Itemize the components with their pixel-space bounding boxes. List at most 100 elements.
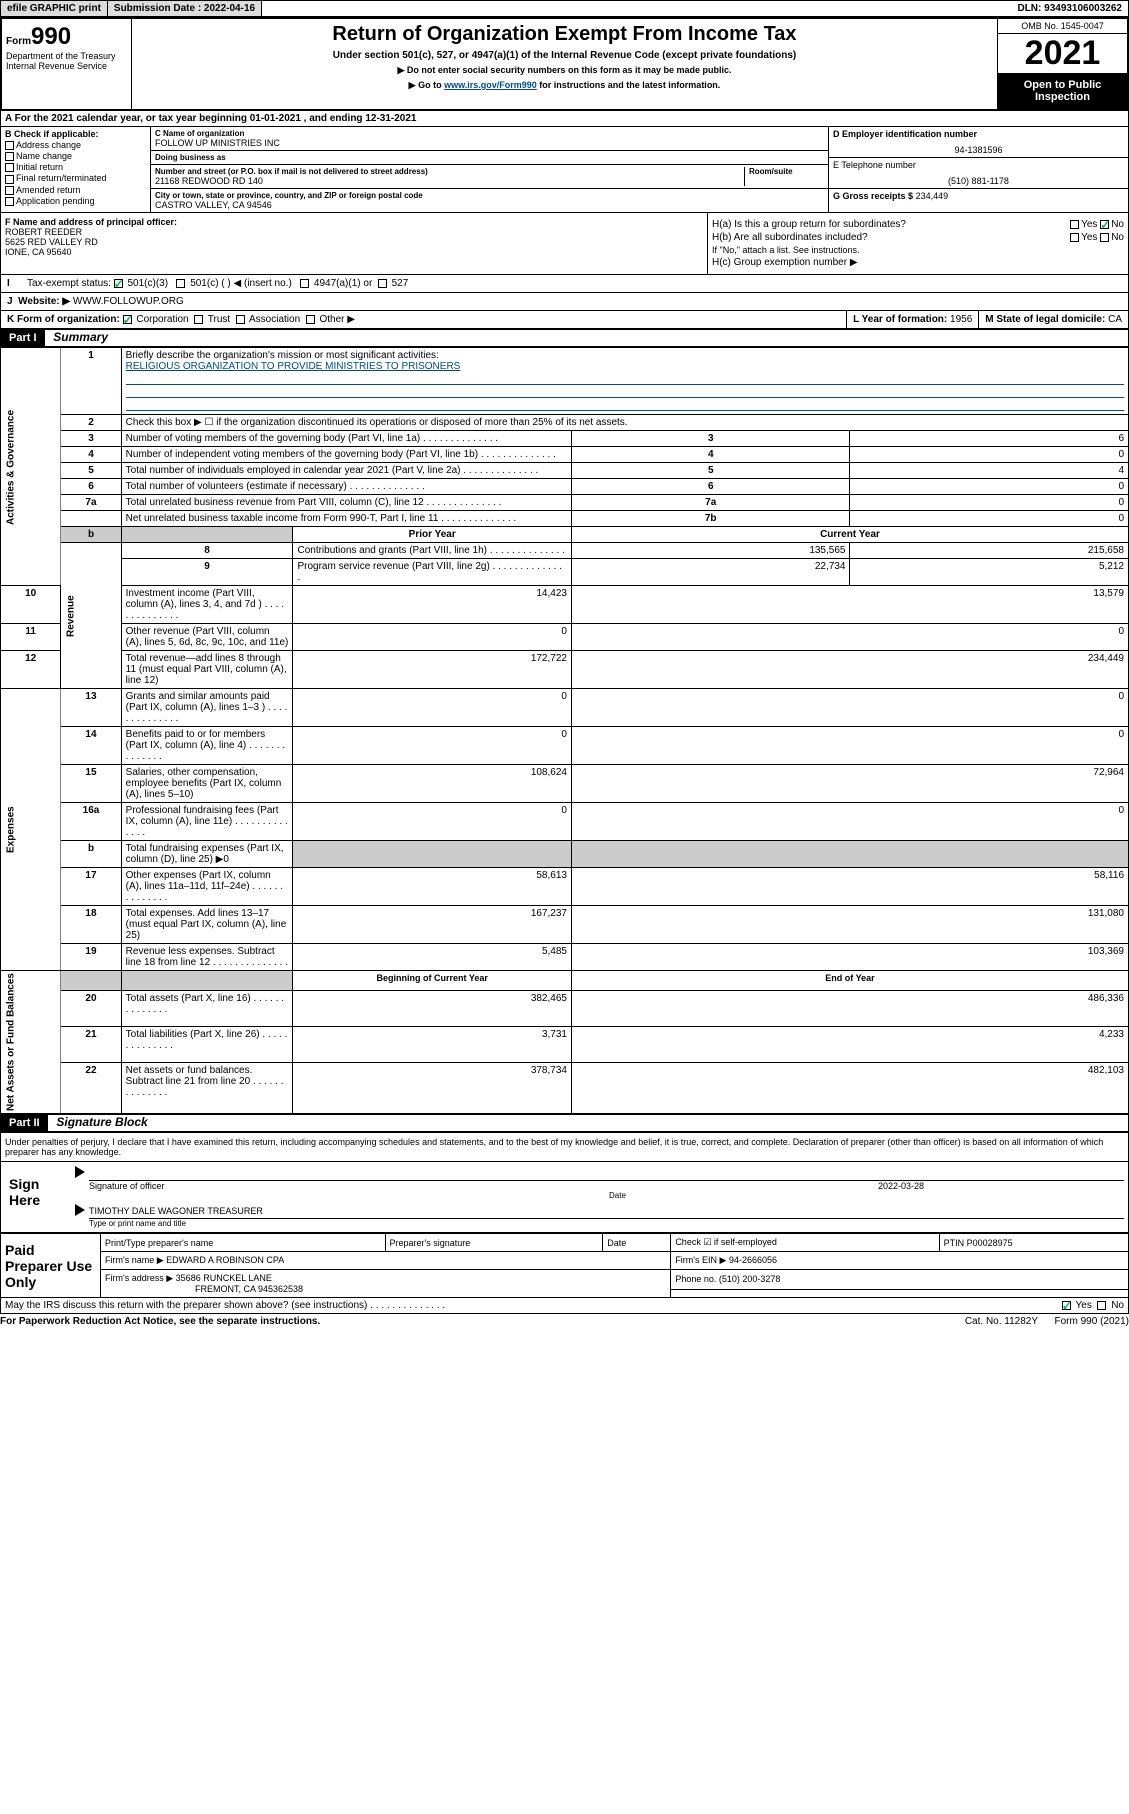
form-note-1: ▶ Do not enter social security numbers o… [136,65,993,76]
h-a: H(a) Is this a group return for subordin… [712,219,1124,230]
chk-501c3[interactable] [114,279,123,288]
c-addr-label: Number and street (or P.O. box if mail i… [155,167,744,176]
footer-line: For Paperwork Reduction Act Notice, see … [0,1314,1129,1329]
form-ref: Form 990 (2021) [1055,1316,1129,1327]
chk-assoc[interactable] [236,315,245,324]
part1-title: Summary [47,328,114,346]
line7b-val: 0 [850,511,1129,527]
top-bar: efile GRAPHIC print Submission Date : 20… [0,0,1129,17]
irs-link[interactable]: www.irs.gov/Form990 [444,80,537,90]
line21-label: Total liabilities (Part X, line 26) [121,1027,293,1063]
date-label: Date [609,1191,1124,1200]
l-label: L Year of formation: [853,314,947,325]
line13-label: Grants and similar amounts paid (Part IX… [121,689,293,727]
form-title: Return of Organization Exempt From Incom… [136,23,993,46]
c-name-label: C Name of organization [155,129,824,138]
section-c: C Name of organizationFOLLOW UP MINISTRI… [151,127,828,212]
chk-501c[interactable] [176,279,185,288]
officer-print-name: TIMOTHY DALE WAGONER TREASURER [89,1204,1124,1219]
line11-label: Other revenue (Part VIII, column (A), li… [121,624,293,651]
e-label: E Telephone number [833,160,1124,170]
chk-527[interactable] [378,279,387,288]
chk-amended[interactable]: Amended return [5,185,146,195]
chk-discuss-no[interactable] [1097,1301,1106,1310]
d-label: D Employer identification number [833,129,1124,139]
m-label: M State of legal domicile: [985,314,1105,325]
part1-badge: Part I [1,330,45,346]
line19-label: Revenue less expenses. Subtract line 18 … [121,944,293,971]
line5-label: Total number of individuals employed in … [121,463,571,479]
line5-val: 4 [850,463,1129,479]
chk-corp[interactable] [123,315,132,324]
summary-table: Activities & Governance 1 Briefly descri… [0,347,1129,1114]
mission-text: RELIGIOUS ORGANIZATION TO PROVIDE MINIST… [126,361,461,372]
irs-discuss-row: May the IRS discuss this return with the… [0,1298,1129,1314]
form-number: Form990 [6,23,127,51]
section-a: A For the 2021 calendar year, or tax yea… [0,111,1129,127]
line8-prior: 135,565 [571,543,850,559]
line7b-label: Net unrelated business taxable income fr… [121,511,571,527]
part2-badge: Part II [1,1115,48,1131]
line14-label: Benefits paid to or for members (Part IX… [121,727,293,765]
gross-receipts: 234,449 [916,191,949,201]
firm-ein-label: Firm's EIN ▶ [675,1255,726,1265]
section-b: B Check if applicable: Address change Na… [1,127,151,212]
form-note-2: ▶ Go to www.irs.gov/Form990 for instruct… [136,80,993,91]
chk-other[interactable] [306,315,315,324]
header-grid: B Check if applicable: Address change Na… [0,127,1129,213]
prep-sig-label: Preparer's signature [385,1234,603,1252]
chk-4947[interactable] [300,279,309,288]
chk-app-pending[interactable]: Application pending [5,196,146,206]
state-domicile: CA [1108,314,1122,325]
k-label: K Form of organization: [7,314,120,325]
phone-label: Phone no. [675,1274,716,1284]
line2: Check this box ▶ ☐ if the organization d… [121,415,1128,431]
chk-initial-return[interactable]: Initial return [5,162,146,172]
irs-discuss-label: May the IRS discuss this return with the… [5,1300,445,1311]
form-header: Form990 Department of the Treasury Inter… [0,17,1129,111]
cat-no: Cat. No. 11282Y [965,1316,1038,1327]
dln: DLN: 93493106003262 [1011,1,1128,16]
line16b-label: Total fundraising expenses (Part IX, col… [121,841,293,868]
beg-year-hdr: Beginning of Current Year [293,971,572,991]
line10-label: Investment income (Part VIII, column (A)… [121,586,293,624]
tax-year: 2021 [998,34,1127,73]
firm-phone: (510) 200-3278 [719,1274,781,1284]
year-formation: 1956 [950,314,972,325]
city-state-zip: CASTRO VALLEY, CA 94546 [155,200,824,210]
declaration-text: Under penalties of perjury, I declare th… [0,1132,1129,1162]
line16a-label: Professional fundraising fees (Part IX, … [121,803,293,841]
sig-officer-label: Signature of officer [89,1181,164,1191]
h-c: H(c) Group exemption number ▶ [712,257,1124,268]
c-dba-label: Doing business as [155,153,824,162]
g-label: G Gross receipts $ [833,191,913,201]
sig-date: 2022-03-28 [878,1181,924,1191]
row-i: I Tax-exempt status: 501(c)(3) 501(c) ( … [0,275,1129,293]
submission-date: Submission Date : 2022-04-16 [108,1,262,16]
officer-addr1: 5625 RED VALLEY RD [5,237,703,247]
street-addr: 21168 REDWOOD RD 140 [155,176,744,186]
part2-header: Part II Signature Block [0,1114,1129,1132]
line18-label: Total expenses. Add lines 13–17 (must eq… [121,906,293,944]
line7a-label: Total unrelated business revenue from Pa… [121,495,571,511]
section-de: D Employer identification number94-13815… [828,127,1128,212]
paid-preparer-label: Paid Preparer Use Only [1,1234,101,1298]
prep-self-emp: Check ☑ if self-employed [671,1234,939,1252]
dept-label: Department of the Treasury Internal Reve… [6,51,127,71]
i-label: Tax-exempt status: [27,278,111,289]
line17-label: Other expenses (Part IX, column (A), lin… [121,868,293,906]
website: WWW.FOLLOWUP.ORG [73,296,184,307]
line22-label: Net assets or fund balances. Subtract li… [121,1063,293,1114]
chk-trust[interactable] [194,315,203,324]
chk-address-change[interactable]: Address change [5,140,146,150]
chk-name-change[interactable]: Name change [5,151,146,161]
preparer-table: Paid Preparer Use Only Print/Type prepar… [0,1233,1129,1298]
chk-discuss-yes[interactable] [1062,1301,1071,1310]
line6-label: Total number of volunteers (estimate if … [121,479,571,495]
phone: (510) 881-1178 [833,176,1124,186]
chk-final-return[interactable]: Final return/terminated [5,173,146,183]
efile-button[interactable]: efile GRAPHIC print [1,1,108,16]
firm-addr2: FREMONT, CA 945362538 [195,1284,303,1294]
arrow-icon [75,1204,85,1216]
end-year-hdr: End of Year [571,971,1128,991]
